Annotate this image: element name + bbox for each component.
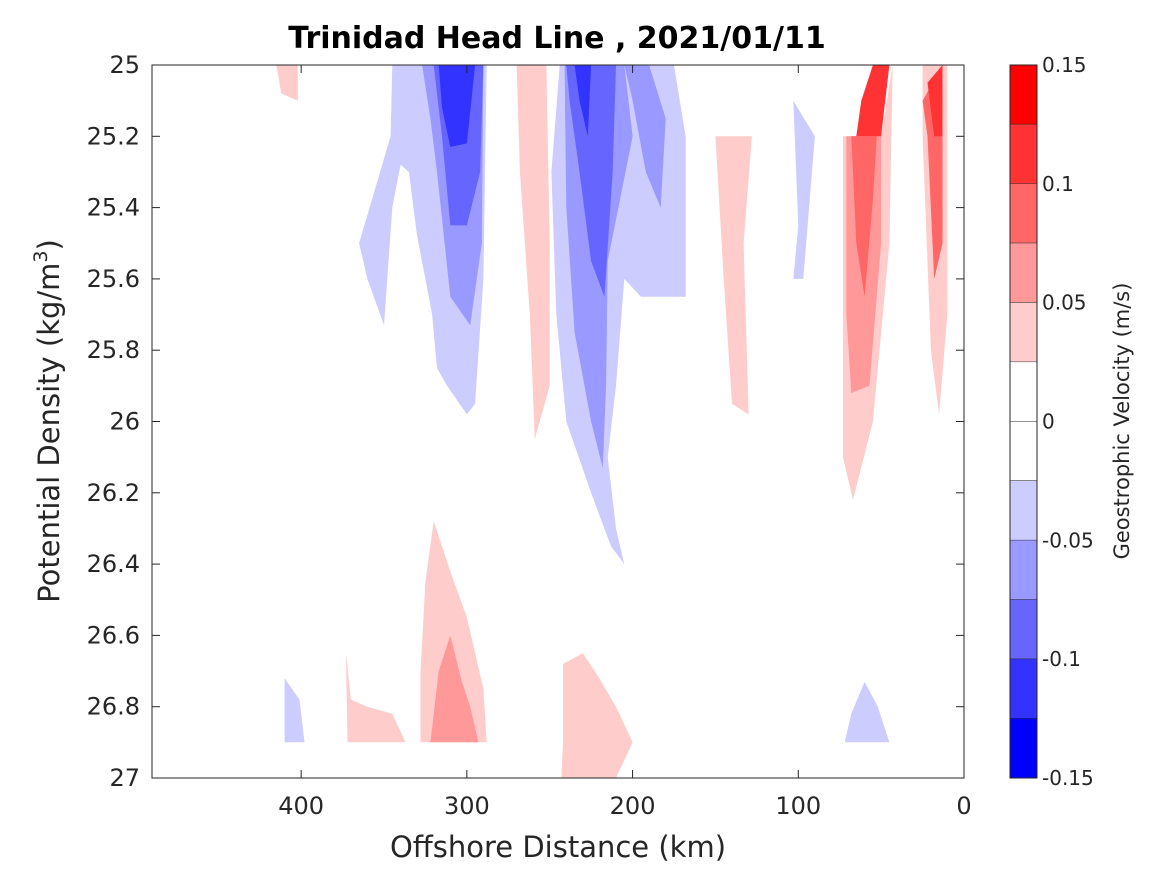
contour-region — [566, 65, 616, 297]
colorbar: 0.15 0.1 0.05 0 -0.05 -0.1 -0.15 — [1009, 53, 1094, 790]
colorbar-tick-label: 0.05 — [1042, 291, 1087, 315]
colorbar-label: Geostrophic Velocity (m/s) — [1110, 283, 1134, 560]
y-tick-label: 26.2 — [87, 479, 140, 507]
colorbar-swatch — [1010, 243, 1037, 303]
y-tick-label: 27 — [109, 764, 140, 792]
contour-region — [851, 65, 882, 297]
contour-region — [856, 65, 890, 137]
contour-region — [345, 653, 406, 743]
x-tick-label: 0 — [956, 792, 971, 820]
contour-region — [438, 65, 476, 147]
colorbar-frame — [1009, 64, 1038, 779]
x-axis-ticks: 400 300 200 100 0 — [278, 65, 972, 820]
contour-region — [624, 65, 666, 208]
x-tick-label: 100 — [775, 792, 821, 820]
y-tick-label: 25 — [109, 51, 140, 79]
plot-area: 400 300 200 100 0 25 25.2 25.4 25.6 25.8 26 26.2 26… — [87, 51, 972, 820]
colorbar-swatch — [1010, 124, 1037, 184]
colorbar-tick-label: 0.1 — [1042, 172, 1074, 196]
y-tick-label: 25.6 — [87, 265, 140, 293]
contour-region — [844, 681, 890, 743]
contour-regions — [276, 65, 948, 778]
y-axis-label: Potential Density (kg/m3) — [30, 239, 66, 603]
y-axis-label-close: ) — [32, 239, 66, 250]
colorbar-tick-label: -0.05 — [1042, 528, 1094, 552]
y-tick-label: 25.8 — [87, 336, 140, 364]
colorbar-swatch — [1010, 718, 1037, 778]
x-tick-label: 300 — [444, 792, 490, 820]
colorbar-swatch — [1010, 65, 1037, 125]
contour-region — [574, 65, 592, 137]
colorbar-swatch — [1010, 362, 1037, 422]
colorbar-tick-label: -0.15 — [1042, 766, 1094, 790]
contour-region — [516, 65, 550, 440]
y-tick-label: 26 — [109, 408, 140, 436]
contour-region — [561, 653, 633, 778]
y-tick-label: 26.8 — [87, 693, 140, 721]
y-tick-label: 25.4 — [87, 194, 140, 222]
contour-region — [715, 136, 752, 415]
colorbar-swatch — [1010, 302, 1037, 363]
x-axis-label: Offshore Distance (km) — [390, 830, 726, 864]
contour-region — [284, 678, 305, 743]
contour-region — [793, 100, 815, 279]
colorbar-ticks: 0.15 0.1 0.05 0 -0.05 -0.1 -0.15 — [1042, 53, 1094, 790]
colorbar-swatch — [1010, 183, 1037, 244]
y-axis-label-superscript: 3 — [30, 250, 52, 262]
x-tick-label: 400 — [278, 792, 324, 820]
colorbar-swatch — [1010, 599, 1037, 660]
contour-region — [927, 65, 943, 137]
y-axis-label-text: Potential Density (kg/m — [32, 263, 66, 603]
colorbar-swatch — [1010, 659, 1037, 719]
y-tick-label: 26.4 — [87, 550, 140, 578]
y-axis-ticks: 25 25.2 25.4 25.6 25.8 26 26.2 26.4 26.6 26.8 27 — [87, 51, 964, 792]
colorbar-tick-label: -0.1 — [1042, 647, 1081, 671]
colorbar-swatch — [1010, 540, 1037, 600]
chart-title: Trinidad Head Line , 2021/01/11 — [288, 21, 825, 56]
contour-region — [430, 635, 479, 743]
y-tick-label: 25.2 — [87, 122, 140, 150]
colorbar-levels — [1010, 65, 1037, 779]
x-tick-label: 200 — [610, 792, 656, 820]
colorbar-tick-label: 0 — [1042, 410, 1055, 434]
y-tick-label: 26.6 — [87, 621, 140, 649]
contour-region — [276, 65, 298, 101]
colorbar-swatch — [1010, 421, 1037, 481]
colorbar-swatch — [1010, 480, 1037, 541]
colorbar-tick-label: 0.15 — [1042, 53, 1087, 77]
